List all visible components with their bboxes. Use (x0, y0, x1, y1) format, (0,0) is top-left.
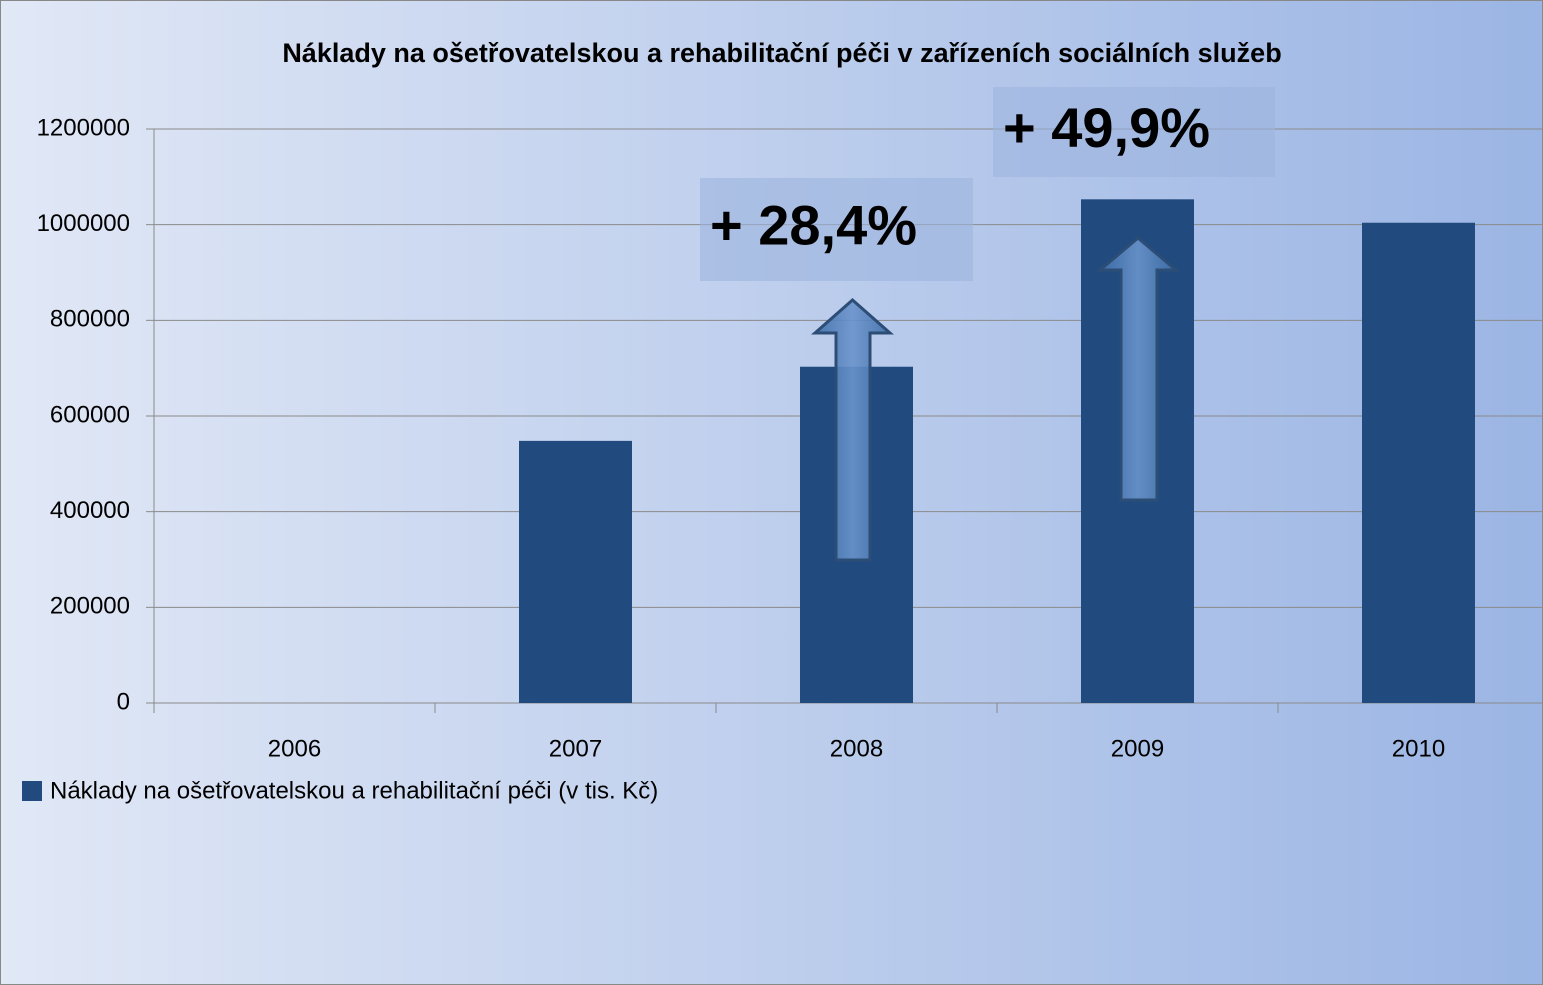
annotation-box (993, 87, 1275, 177)
x-tick-label: 2008 (830, 735, 883, 762)
bar (519, 440, 632, 703)
y-tick-label: 800000 (50, 306, 130, 333)
y-tick-label: 400000 (50, 497, 130, 524)
annotation-box (700, 178, 973, 281)
y-tick-label: 0 (117, 688, 130, 715)
bar (1362, 222, 1475, 703)
x-tick-label: 2007 (549, 735, 602, 762)
chart-title: Náklady na ošetřovatelskou a rehabilitač… (282, 38, 1281, 68)
y-tick-label: 600000 (50, 401, 130, 428)
y-tick-label: 1000000 (37, 210, 130, 237)
legend-swatch (22, 781, 42, 801)
y-tick-label: 1200000 (37, 114, 130, 141)
annotation: + 28,4% (710, 193, 917, 256)
annotation: + 49,9% (1003, 96, 1210, 159)
y-tick-label: 200000 (50, 593, 130, 620)
x-tick-label: 2006 (268, 735, 321, 762)
legend-label: Náklady na ošetřovatelskou a rehabilitač… (50, 777, 658, 804)
x-tick-label: 2009 (1111, 735, 1164, 762)
arrow (811, 298, 894, 562)
x-tick-label: 2010 (1392, 735, 1445, 762)
arrow (1095, 236, 1181, 502)
